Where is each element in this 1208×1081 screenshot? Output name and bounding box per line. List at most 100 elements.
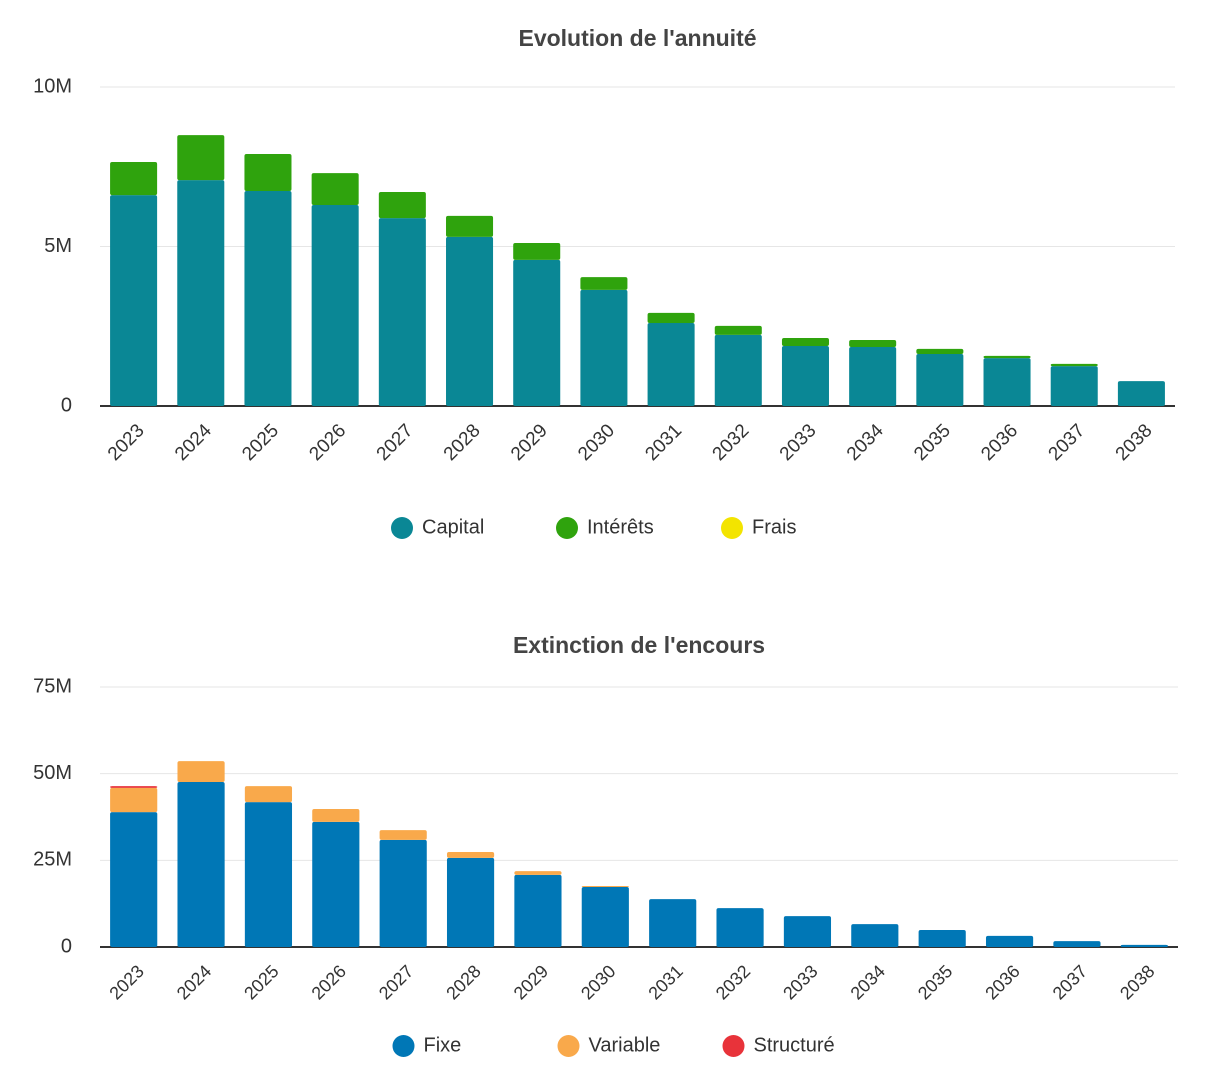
x-tick-label: 2033 xyxy=(776,420,821,465)
y-tick-label: 0 xyxy=(61,394,72,416)
x-tick-label: 2030 xyxy=(574,420,619,465)
bar-segment xyxy=(110,812,158,947)
bar-segment xyxy=(1050,363,1098,367)
legend-swatch xyxy=(392,1035,415,1057)
bar-segment xyxy=(244,153,292,191)
bar-segment xyxy=(649,899,697,947)
bar-segment xyxy=(177,135,225,181)
bar-segment xyxy=(513,242,561,260)
bar-segment xyxy=(514,871,562,875)
legend-swatch xyxy=(722,1035,745,1057)
x-tick-label: 2025 xyxy=(240,961,282,1003)
legend-swatch xyxy=(557,1035,580,1057)
x-tick-label: 2038 xyxy=(1112,420,1157,465)
bar-segment xyxy=(1050,366,1098,406)
bar-segment xyxy=(244,786,293,803)
x-tick-label: 2033 xyxy=(779,961,821,1003)
y-tick-label: 25M xyxy=(33,849,72,871)
bar-segment xyxy=(110,195,158,406)
bar-segment xyxy=(781,338,829,347)
bar-segment xyxy=(379,830,427,840)
legend-label: Capital xyxy=(422,516,484,538)
y-tick-label: 0 xyxy=(61,935,72,957)
legend-label: Variable xyxy=(589,1034,661,1056)
legend-label: Intérêts xyxy=(587,516,654,538)
y-tick-label: 5M xyxy=(44,235,72,257)
bar-segment xyxy=(514,874,562,947)
x-tick-label: 2036 xyxy=(977,420,1022,465)
legend-swatch xyxy=(391,517,413,539)
bar-segment xyxy=(714,334,762,406)
bar-segment xyxy=(513,259,561,406)
bar-segment xyxy=(983,358,1031,406)
bar-segment xyxy=(312,809,360,822)
x-tick-label: 2034 xyxy=(843,420,888,465)
chart-title: Extinction de l'encours xyxy=(513,632,765,658)
x-tick-label: 2035 xyxy=(910,420,955,465)
bar-segment xyxy=(716,908,764,947)
x-tick-label: 2023 xyxy=(104,420,149,465)
bar-segment xyxy=(312,821,360,947)
bar-segment xyxy=(985,935,1034,947)
bar-segment xyxy=(378,191,426,219)
bar-segment xyxy=(1117,381,1165,406)
x-tick-label: 2031 xyxy=(644,961,686,1003)
legend-swatch xyxy=(556,517,578,539)
bar-segment xyxy=(580,289,628,406)
x-tick-label: 2037 xyxy=(1045,420,1090,465)
legend-label: Fixe xyxy=(424,1034,462,1056)
x-tick-label: 2023 xyxy=(105,961,147,1003)
bar-segment xyxy=(311,173,359,206)
bar-segment xyxy=(849,346,897,406)
x-tick-label: 2030 xyxy=(577,961,619,1003)
x-tick-label: 2037 xyxy=(1049,961,1091,1003)
x-tick-label: 2028 xyxy=(440,420,485,465)
bar-segment xyxy=(244,190,292,406)
bar-segment xyxy=(110,161,158,196)
bar-segment xyxy=(580,277,628,290)
x-tick-label: 2035 xyxy=(914,961,956,1003)
x-tick-label: 2038 xyxy=(1116,961,1158,1003)
legend-label: Frais xyxy=(752,516,796,538)
bar-segment xyxy=(918,930,966,947)
x-tick-label: 2034 xyxy=(847,961,889,1003)
x-tick-label: 2025 xyxy=(238,420,283,465)
bar-segment xyxy=(916,348,964,355)
bar-segment xyxy=(446,857,495,947)
chart-title: Evolution de l'annuité xyxy=(518,25,756,51)
legend-swatch xyxy=(721,517,743,539)
bar-segment xyxy=(1120,944,1168,947)
y-tick-label: 50M xyxy=(33,762,72,784)
bar-segment xyxy=(177,180,225,406)
bar-segment xyxy=(446,852,495,858)
bar-segment xyxy=(647,323,695,406)
x-tick-label: 2024 xyxy=(173,961,215,1003)
bar-segment xyxy=(647,312,695,324)
bar-segment xyxy=(244,802,293,947)
x-tick-label: 2028 xyxy=(442,961,484,1003)
y-tick-label: 75M xyxy=(33,675,72,697)
bar-segment xyxy=(849,339,897,347)
x-tick-label: 2029 xyxy=(507,420,552,465)
bar-segment xyxy=(446,236,494,406)
x-tick-label: 2024 xyxy=(171,420,216,465)
bar-segment xyxy=(311,205,359,406)
x-tick-label: 2031 xyxy=(641,420,686,465)
bar-segment xyxy=(379,839,427,947)
x-tick-label: 2036 xyxy=(981,961,1023,1003)
bar-segment xyxy=(378,218,426,406)
legend-label: Structuré xyxy=(754,1034,835,1056)
y-tick-label: 10M xyxy=(33,75,72,97)
bar-segment xyxy=(983,355,1031,359)
bar-segment xyxy=(714,325,762,335)
bar-segment xyxy=(446,215,494,237)
x-tick-label: 2032 xyxy=(712,961,754,1003)
bar-segment xyxy=(110,786,158,788)
bar-segment xyxy=(783,916,832,947)
x-tick-label: 2032 xyxy=(709,420,754,465)
x-tick-label: 2026 xyxy=(308,961,350,1003)
bar-segment xyxy=(581,885,629,888)
bar-segment xyxy=(110,787,158,813)
x-tick-label: 2026 xyxy=(305,420,350,465)
